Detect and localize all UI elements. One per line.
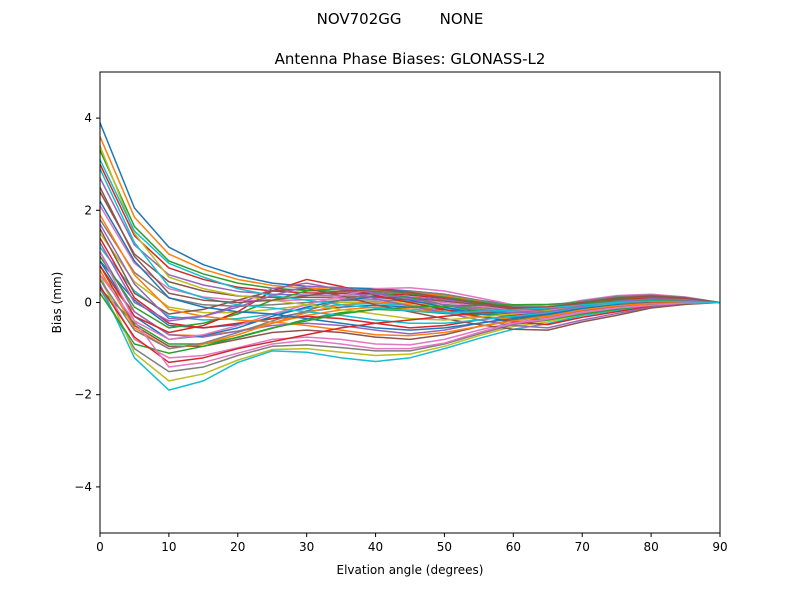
- chart-suptitle: NOV702GG NONE: [317, 10, 484, 28]
- y-tick-label: 0: [84, 296, 92, 310]
- series-line-27: [99, 274, 721, 341]
- series-layer: [99, 122, 721, 391]
- series-line-3: [99, 150, 721, 309]
- series-line-26: [99, 228, 721, 331]
- y-tick-label: 4: [84, 111, 92, 125]
- series-line-20: [99, 283, 721, 391]
- x-tick-label: 30: [299, 540, 314, 554]
- series-line-35: [99, 223, 721, 320]
- series-line-30: [99, 168, 721, 324]
- y-axis: −4 −2 0 2 4: [74, 111, 100, 494]
- series-line-36: [99, 186, 721, 309]
- x-tick-label: 90: [712, 540, 727, 554]
- x-tick-label: 10: [161, 540, 176, 554]
- series-line-23: [99, 255, 720, 329]
- x-tick-label: 50: [437, 540, 452, 554]
- x-axis: 0 10 20 30 40 50 60 70 80 90: [96, 533, 728, 554]
- x-tick-label: 20: [230, 540, 245, 554]
- x-tick-label: 70: [575, 540, 590, 554]
- series-line-38: [99, 159, 721, 314]
- x-tick-label: 80: [643, 540, 658, 554]
- series-line-24: [99, 265, 721, 334]
- series-line-37: [99, 251, 721, 368]
- series-line-31: [99, 200, 720, 331]
- x-tick-label: 40: [368, 540, 383, 554]
- y-tick-label: −4: [74, 480, 92, 494]
- x-axis-label: Elvation angle (degrees): [337, 563, 484, 577]
- x-tick-label: 0: [96, 540, 104, 554]
- chart-title: Antenna Phase Biases: GLONASS-L2: [275, 50, 546, 68]
- x-tick-label: 60: [506, 540, 521, 554]
- y-tick-label: 2: [84, 203, 92, 217]
- y-tick-label: −2: [74, 388, 92, 402]
- series-line-28: [99, 279, 721, 350]
- y-axis-label: Bias (mm): [50, 272, 64, 334]
- series-line-4: [99, 163, 721, 310]
